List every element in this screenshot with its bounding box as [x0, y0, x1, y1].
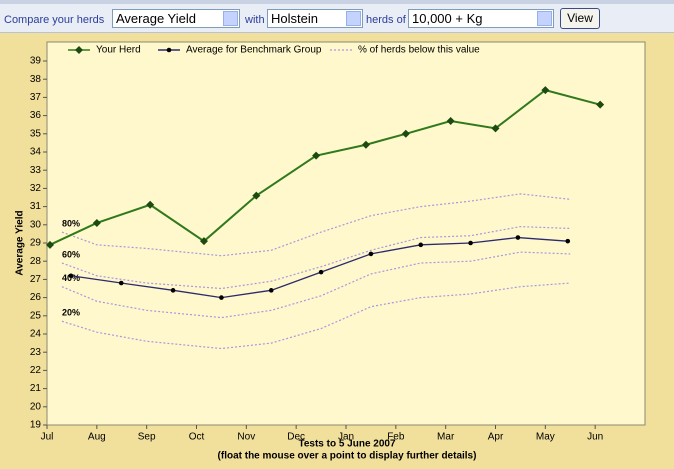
legend-label: Average for Benchmark Group — [186, 45, 322, 56]
point — [468, 240, 473, 246]
y-tick-label: 25 — [30, 310, 42, 321]
y-axis-label: Average Yield — [15, 210, 26, 275]
y-tick-label: 38 — [30, 74, 42, 85]
percentile-line — [61, 282, 571, 350]
point — [446, 117, 455, 126]
x-tick-label: Nov — [237, 432, 255, 443]
point — [515, 235, 521, 240]
y-tick-label: 31 — [30, 201, 42, 212]
point — [318, 269, 324, 275]
point — [252, 191, 261, 200]
y-tick-label: 37 — [30, 92, 42, 103]
arrow — [537, 11, 552, 26]
point — [268, 288, 274, 293]
x-tick-label: Oct — [189, 432, 205, 443]
plot-area — [46, 41, 646, 426]
x-tick-label: May — [536, 432, 555, 443]
label: with — [245, 14, 265, 26]
y-tick-label: 35 — [30, 128, 42, 139]
point — [596, 100, 605, 109]
point — [368, 251, 374, 257]
point — [118, 280, 124, 286]
view-button[interactable]: View — [560, 8, 600, 29]
y-tick-label: 22 — [30, 365, 42, 376]
x-tick-label: Apr — [488, 432, 504, 443]
label: herds of — [366, 14, 406, 26]
y-tick-label: 26 — [30, 292, 42, 303]
chart: Tests to 5 June 2007 (float the mouse ov… — [15, 41, 646, 462]
point — [401, 129, 410, 138]
caption: (float the mouse over a point to display… — [218, 451, 477, 462]
percentile-label: 80% — [62, 218, 80, 228]
y-tick-label: 32 — [30, 183, 42, 194]
y-tick-label: 27 — [30, 274, 42, 285]
point — [45, 240, 54, 249]
legend-label: % of herds below this value — [358, 45, 480, 56]
breed-select[interactable]: Holstein — [267, 9, 363, 28]
y-tick-label: 23 — [30, 347, 42, 358]
x-tick-label: Mar — [437, 432, 455, 443]
y-tick-label: 20 — [30, 401, 42, 412]
y-tick-label: 39 — [30, 56, 42, 67]
toolbar: Compare your herds Average Yield with Ho… — [0, 0, 674, 33]
arrow — [223, 11, 238, 26]
x-tick-label: Aug — [88, 432, 106, 443]
label: Compare your herds — [4, 14, 105, 26]
x-tick-label: Jun — [587, 432, 603, 443]
legend-marker — [166, 47, 172, 53]
y-tick-label: 34 — [30, 147, 42, 158]
size-select[interactable]: 10,000 + Kg — [408, 9, 554, 28]
y-tick-label: 19 — [30, 420, 42, 431]
point — [146, 200, 155, 209]
select-text: Average Yield — [116, 11, 196, 26]
percentile-label: 60% — [62, 249, 80, 259]
y-tick-label: 30 — [30, 219, 42, 230]
point — [361, 140, 370, 149]
series-line — [49, 89, 601, 246]
point — [565, 238, 571, 244]
select-text: Holstein — [271, 11, 318, 26]
x-tick-label: Jan — [338, 432, 354, 443]
y-tick-label: 24 — [30, 329, 42, 340]
x-tick-label: Jul — [41, 432, 54, 443]
point — [541, 86, 550, 95]
percentile-label: 20% — [62, 308, 80, 318]
point — [199, 237, 208, 246]
x-tick-label: Feb — [387, 432, 405, 443]
point — [312, 151, 321, 160]
point — [491, 124, 500, 133]
point — [92, 218, 101, 227]
point — [170, 288, 176, 293]
measure-select[interactable]: Average Yield — [112, 9, 240, 28]
point — [418, 242, 424, 248]
y-tick-label: 29 — [30, 238, 42, 249]
percentile-line — [61, 251, 571, 319]
arrow — [346, 11, 361, 26]
x-axis-label: Tests to 5 June 2007 — [298, 439, 396, 450]
y-tick-label: 21 — [30, 383, 42, 394]
legend-marker — [75, 46, 83, 54]
legend-label: Your Herd — [96, 45, 141, 56]
point — [219, 295, 224, 300]
x-tick-label: Dec — [287, 432, 305, 443]
select-text: 10,000 + Kg — [412, 11, 483, 26]
point — [68, 273, 74, 279]
y-tick-label: 33 — [30, 165, 42, 176]
y-tick-label: 28 — [30, 256, 42, 267]
percentile-line — [61, 226, 571, 290]
percentile-line — [61, 193, 571, 257]
x-tick-label: Sep — [138, 432, 156, 443]
y-tick-label: 36 — [30, 110, 42, 121]
